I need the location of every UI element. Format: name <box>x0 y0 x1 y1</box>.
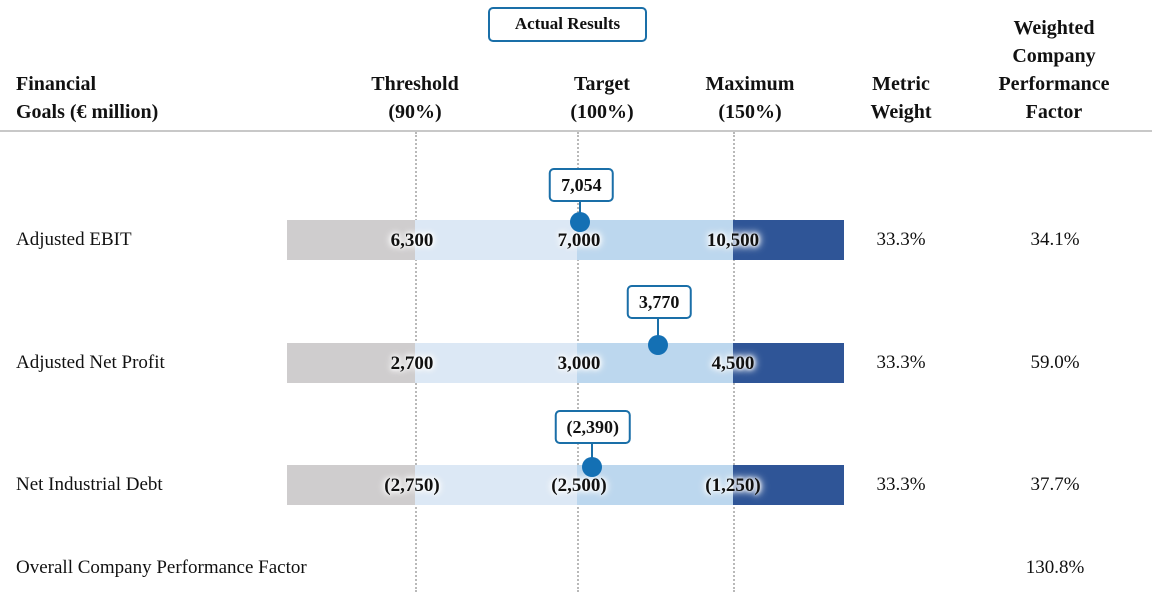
bar-threshold-to-target <box>415 343 577 383</box>
bar-below-threshold <box>287 343 415 383</box>
maximum-value: (1,250) <box>705 475 761 496</box>
metric-name: Adjusted EBIT <box>16 229 132 250</box>
header-threshold-line1: Threshold <box>371 73 459 95</box>
performance-factor-value: 34.1% <box>1030 229 1080 250</box>
threshold-value: (2,750) <box>384 475 440 496</box>
header-goal-line2: Goals (€ million) <box>16 101 159 123</box>
header-performance-factor: Weighted Company Performance Factor <box>970 14 1138 126</box>
header-financial-goals: Financial Goals (€ million) <box>16 70 236 126</box>
header-maximum-line2: (150%) <box>718 101 782 123</box>
bar-threshold-to-target <box>415 220 577 260</box>
header-threshold-line2: (90%) <box>388 101 442 123</box>
maximum-value: 10,500 <box>706 230 760 251</box>
metric-weight-value: 33.3% <box>876 229 926 250</box>
target-value: 7,000 <box>557 230 601 251</box>
actual-result-marker <box>581 457 602 477</box>
header-factor-line1: Weighted <box>1013 17 1095 39</box>
actual-results-legend: Actual Results <box>488 7 647 42</box>
header-factor-line2: Company <box>1012 45 1096 67</box>
bar-target-to-maximum <box>577 220 733 260</box>
actual-result-stem <box>579 201 582 220</box>
bar-target-to-maximum <box>577 465 733 505</box>
metric-weight-value: 33.3% <box>876 352 926 373</box>
bar-below-threshold <box>287 465 415 505</box>
actual-result-stem <box>590 443 593 465</box>
metric-weight-value: 33.3% <box>876 474 926 495</box>
bar-below-threshold <box>287 220 415 260</box>
actual-result-marker <box>648 335 669 355</box>
performance-factor-value: 59.0% <box>1030 352 1080 373</box>
threshold-value: 2,700 <box>390 353 434 374</box>
bar-above-maximum <box>733 343 844 383</box>
header-divider <box>0 130 1152 132</box>
maximum-value: 4,500 <box>711 353 755 374</box>
target-value: 3,000 <box>557 353 601 374</box>
header-target: Target (100%) <box>532 70 672 126</box>
header-threshold: Threshold (90%) <box>345 70 485 126</box>
overall-performance-value: 130.8% <box>1025 557 1085 578</box>
header-target-line2: (100%) <box>570 101 634 123</box>
header-factor-line4: Factor <box>1025 101 1083 123</box>
actual-results-label: Actual Results <box>514 14 621 33</box>
header-weight-line2: Weight <box>870 101 932 123</box>
threshold-value: 6,300 <box>390 230 434 251</box>
metric-name: Net Industrial Debt <box>16 474 163 495</box>
header-target-line1: Target <box>574 73 630 95</box>
actual-result-callout: 7,054 <box>549 168 614 202</box>
bar-above-maximum <box>733 465 844 505</box>
header-goal-line1: Financial <box>16 73 97 95</box>
header-metric-weight: Metric Weight <box>845 70 957 126</box>
actual-result-callout: 3,770 <box>626 285 692 319</box>
actual-result-stem <box>657 318 660 343</box>
header-factor-line3: Performance <box>998 73 1110 95</box>
header-maximum: Maximum (150%) <box>680 70 820 126</box>
actual-result-marker <box>570 212 591 232</box>
metric-name: Adjusted Net Profit <box>16 352 165 373</box>
target-value: (2,500) <box>551 475 607 496</box>
header-maximum-line1: Maximum <box>705 73 795 95</box>
overall-performance-label: Overall Company Performance Factor <box>16 557 307 578</box>
performance-factor-value: 37.7% <box>1030 474 1080 495</box>
actual-result-callout: (2,390) <box>554 410 631 444</box>
bar-threshold-to-target <box>415 465 577 505</box>
bar-above-maximum <box>733 220 844 260</box>
header-weight-line1: Metric <box>872 73 930 95</box>
